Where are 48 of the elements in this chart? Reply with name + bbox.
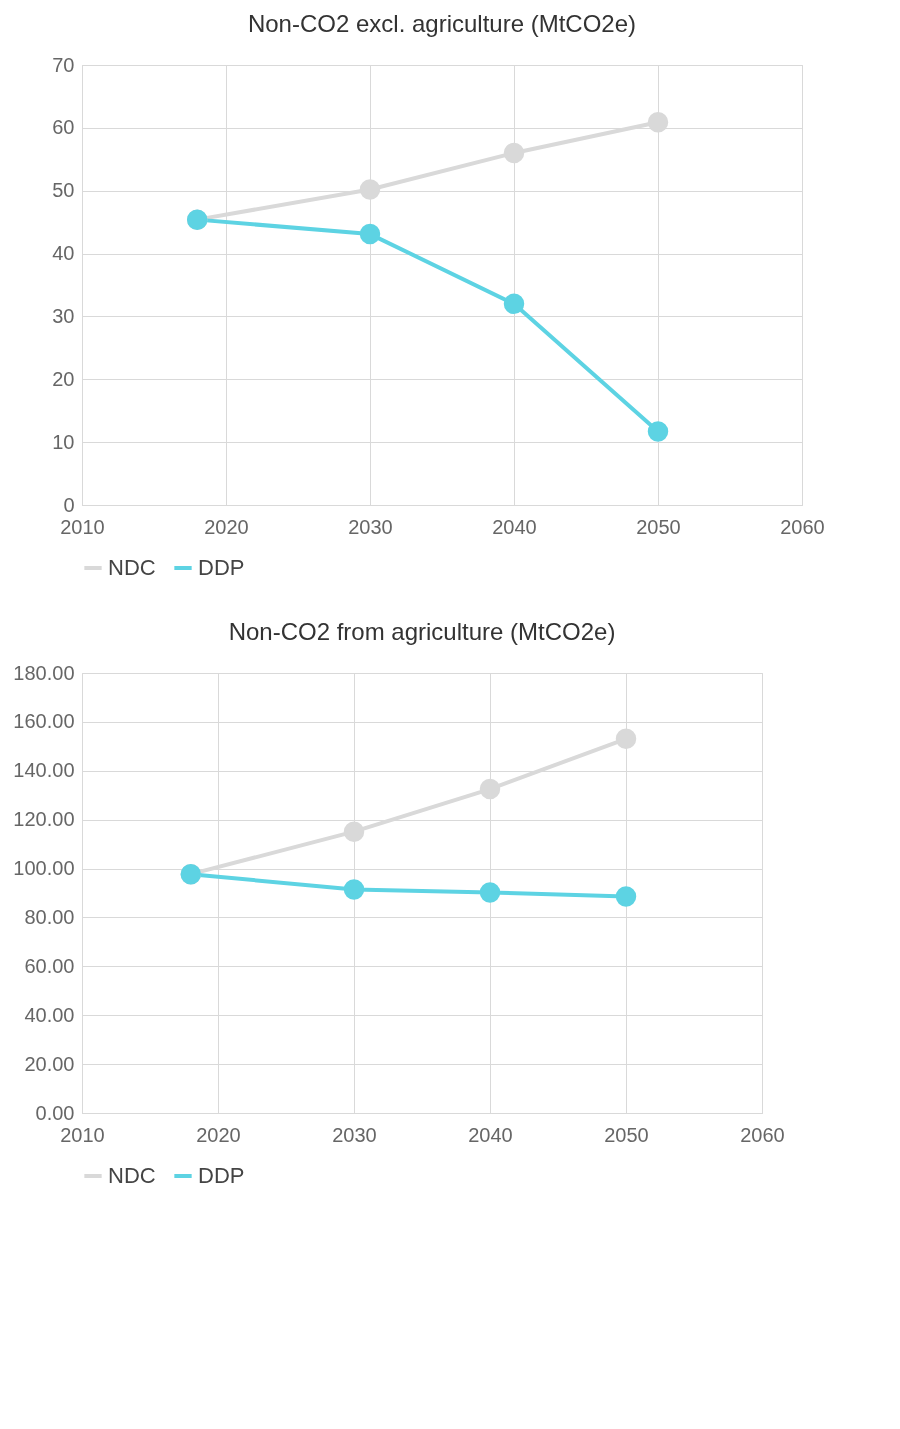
x-tick-label: 2020 xyxy=(196,1123,241,1146)
point xyxy=(615,886,637,907)
y-tick-label: 20.00 xyxy=(24,1052,75,1075)
chart-title: Non-CO2 from agriculture (MtCO2e) xyxy=(228,618,616,645)
x-tick-label: 2010 xyxy=(60,1123,105,1146)
x-tick-label: 2050 xyxy=(636,515,681,538)
point xyxy=(479,882,501,903)
point xyxy=(343,821,365,842)
x-tick-label: 2040 xyxy=(492,515,537,538)
y-tick-label: 60 xyxy=(52,116,75,139)
legend-label: DDP xyxy=(198,555,245,580)
y-tick-label: 180.00 xyxy=(13,661,75,684)
y-tick-label: 60.00 xyxy=(24,954,75,977)
y-tick-label: 40 xyxy=(52,242,75,265)
point xyxy=(503,293,525,315)
legend-label: NDC xyxy=(108,555,156,580)
point xyxy=(503,142,525,164)
x-tick-label: 2030 xyxy=(348,515,393,538)
point xyxy=(647,111,669,133)
point xyxy=(479,778,501,800)
point xyxy=(359,179,381,200)
x-tick-label: 2050 xyxy=(604,1123,649,1146)
legend-label: DDP xyxy=(198,1163,245,1188)
y-tick-label: 30 xyxy=(52,304,75,327)
y-tick-label: 50 xyxy=(52,179,75,202)
point xyxy=(343,879,365,900)
y-tick-label: 140.00 xyxy=(13,759,75,782)
x-tick-label: 2020 xyxy=(204,515,249,538)
point xyxy=(359,223,381,245)
x-tick-label: 2060 xyxy=(780,515,825,538)
x-tick-label: 2040 xyxy=(468,1123,513,1146)
y-tick-label: 70 xyxy=(52,53,75,76)
y-tick-label: 0.00 xyxy=(35,1101,75,1124)
y-tick-label: 40.00 xyxy=(24,1003,75,1026)
point xyxy=(647,421,669,442)
y-tick-label: 120.00 xyxy=(13,808,75,831)
y-tick-label: 160.00 xyxy=(13,710,75,733)
legend-label: NDC xyxy=(108,1163,156,1188)
y-tick-label: 20 xyxy=(52,367,75,390)
y-tick-label: 0 xyxy=(63,493,75,516)
y-tick-label: 80.00 xyxy=(24,905,75,928)
x-tick-label: 2060 xyxy=(740,1123,785,1146)
y-tick-label: 100.00 xyxy=(13,857,75,880)
chart-title: Non-CO2 excl. agriculture (MtCO2e) xyxy=(247,10,637,37)
x-tick-label: 2030 xyxy=(332,1123,377,1146)
x-tick-label: 2010 xyxy=(60,515,105,538)
y-tick-label: 10 xyxy=(52,430,75,453)
point xyxy=(615,728,637,749)
